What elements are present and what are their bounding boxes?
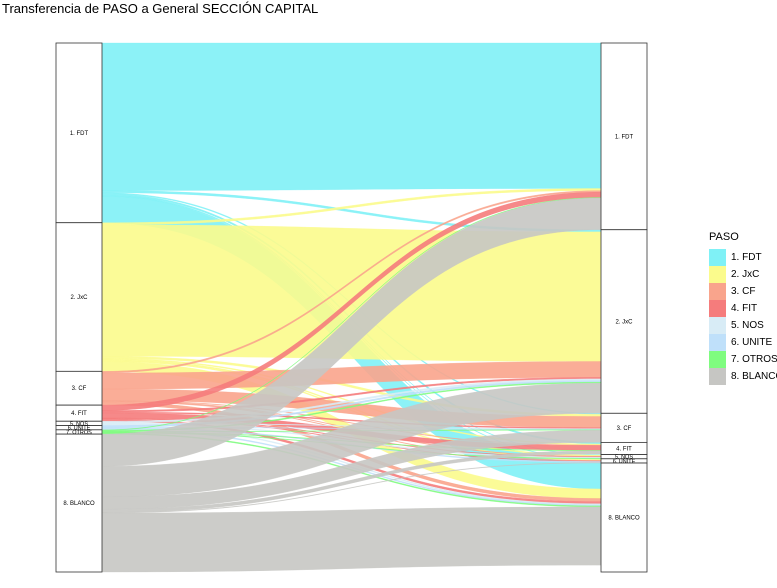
legend-item-unite: 6. UNITE: [709, 334, 777, 351]
left-node-label: 2. JxC: [70, 295, 88, 301]
legend-item-cf: 3. CF: [709, 283, 777, 300]
left-node-box: [55, 42, 103, 224]
right-node-label: 3. CF: [617, 426, 632, 432]
nodes-layer: [55, 42, 648, 573]
left-node-label: 7. OTROS: [66, 430, 92, 436]
legend-swatch: [709, 249, 726, 266]
legend-item-otros: 7. OTROS: [709, 351, 777, 368]
legend-swatch: [709, 266, 726, 283]
legend-label: 7. OTROS: [731, 354, 777, 365]
flow-ribbon: [101, 506, 602, 573]
left-node-label: 8. BLANCO: [63, 501, 95, 507]
legend-swatch: [709, 300, 726, 317]
legend-label: 5. NOS: [731, 320, 764, 331]
legend-item-jxc: 2. JxC: [709, 266, 777, 283]
legend-item-fdt: 1. FDT: [709, 249, 777, 266]
left-node-label: 4. FIT: [71, 411, 87, 417]
legend-item-blanco: 8. BLANCO: [709, 368, 777, 385]
left-node-box: [55, 433, 103, 573]
right-node-label: 1. FDT: [615, 134, 634, 140]
right-node-box: [600, 462, 648, 573]
left-node-label: 1. FDT: [70, 131, 89, 137]
flows-layer: [101, 42, 602, 573]
left-node-label: 5. NOS: [70, 421, 88, 427]
legend-swatch: [709, 351, 726, 368]
right-node-label: 4. FIT: [616, 446, 632, 452]
right-node-label: 8. BLANCO: [608, 516, 640, 522]
legend-swatch: [709, 334, 726, 351]
chart-title: Transferencia de PASO a General SECCIÓN …: [2, 1, 319, 16]
right-node-box: [600, 412, 648, 443]
legend-label: 6. UNITE: [731, 337, 773, 348]
legend-label: 3. CF: [731, 286, 756, 297]
legend-label: 8. BLANCO: [731, 371, 777, 382]
left-node-label: 3. CF: [72, 386, 87, 392]
left-node-box: [55, 222, 103, 372]
legend-item-nos: 5. NOS: [709, 317, 777, 334]
legend-label: 4. FIT: [731, 303, 758, 314]
legend-item-fit: 4. FIT: [709, 300, 777, 317]
right-node-label: 6. UNITE: [613, 459, 636, 465]
right-node-label: 2. JxC: [615, 320, 633, 326]
right-node-box: [600, 229, 648, 414]
right-node-box: [600, 42, 648, 231]
legend-swatch: [709, 317, 726, 334]
flow-ribbon: [101, 42, 602, 191]
right-node-label: 5. NOS: [615, 455, 633, 461]
legend-label: 1. FDT: [731, 252, 762, 263]
legend-label: 2. JxC: [731, 269, 760, 280]
left-node-label: 6. UNITE: [68, 426, 91, 432]
legend: PASO 1. FDT 2. JxC 3. CF 4. FIT 5. NOS 6…: [709, 231, 777, 385]
legend-title: PASO: [709, 231, 739, 243]
left-node-box: [55, 370, 103, 406]
legend-swatch: [709, 283, 726, 300]
legend-swatch: [709, 368, 726, 385]
